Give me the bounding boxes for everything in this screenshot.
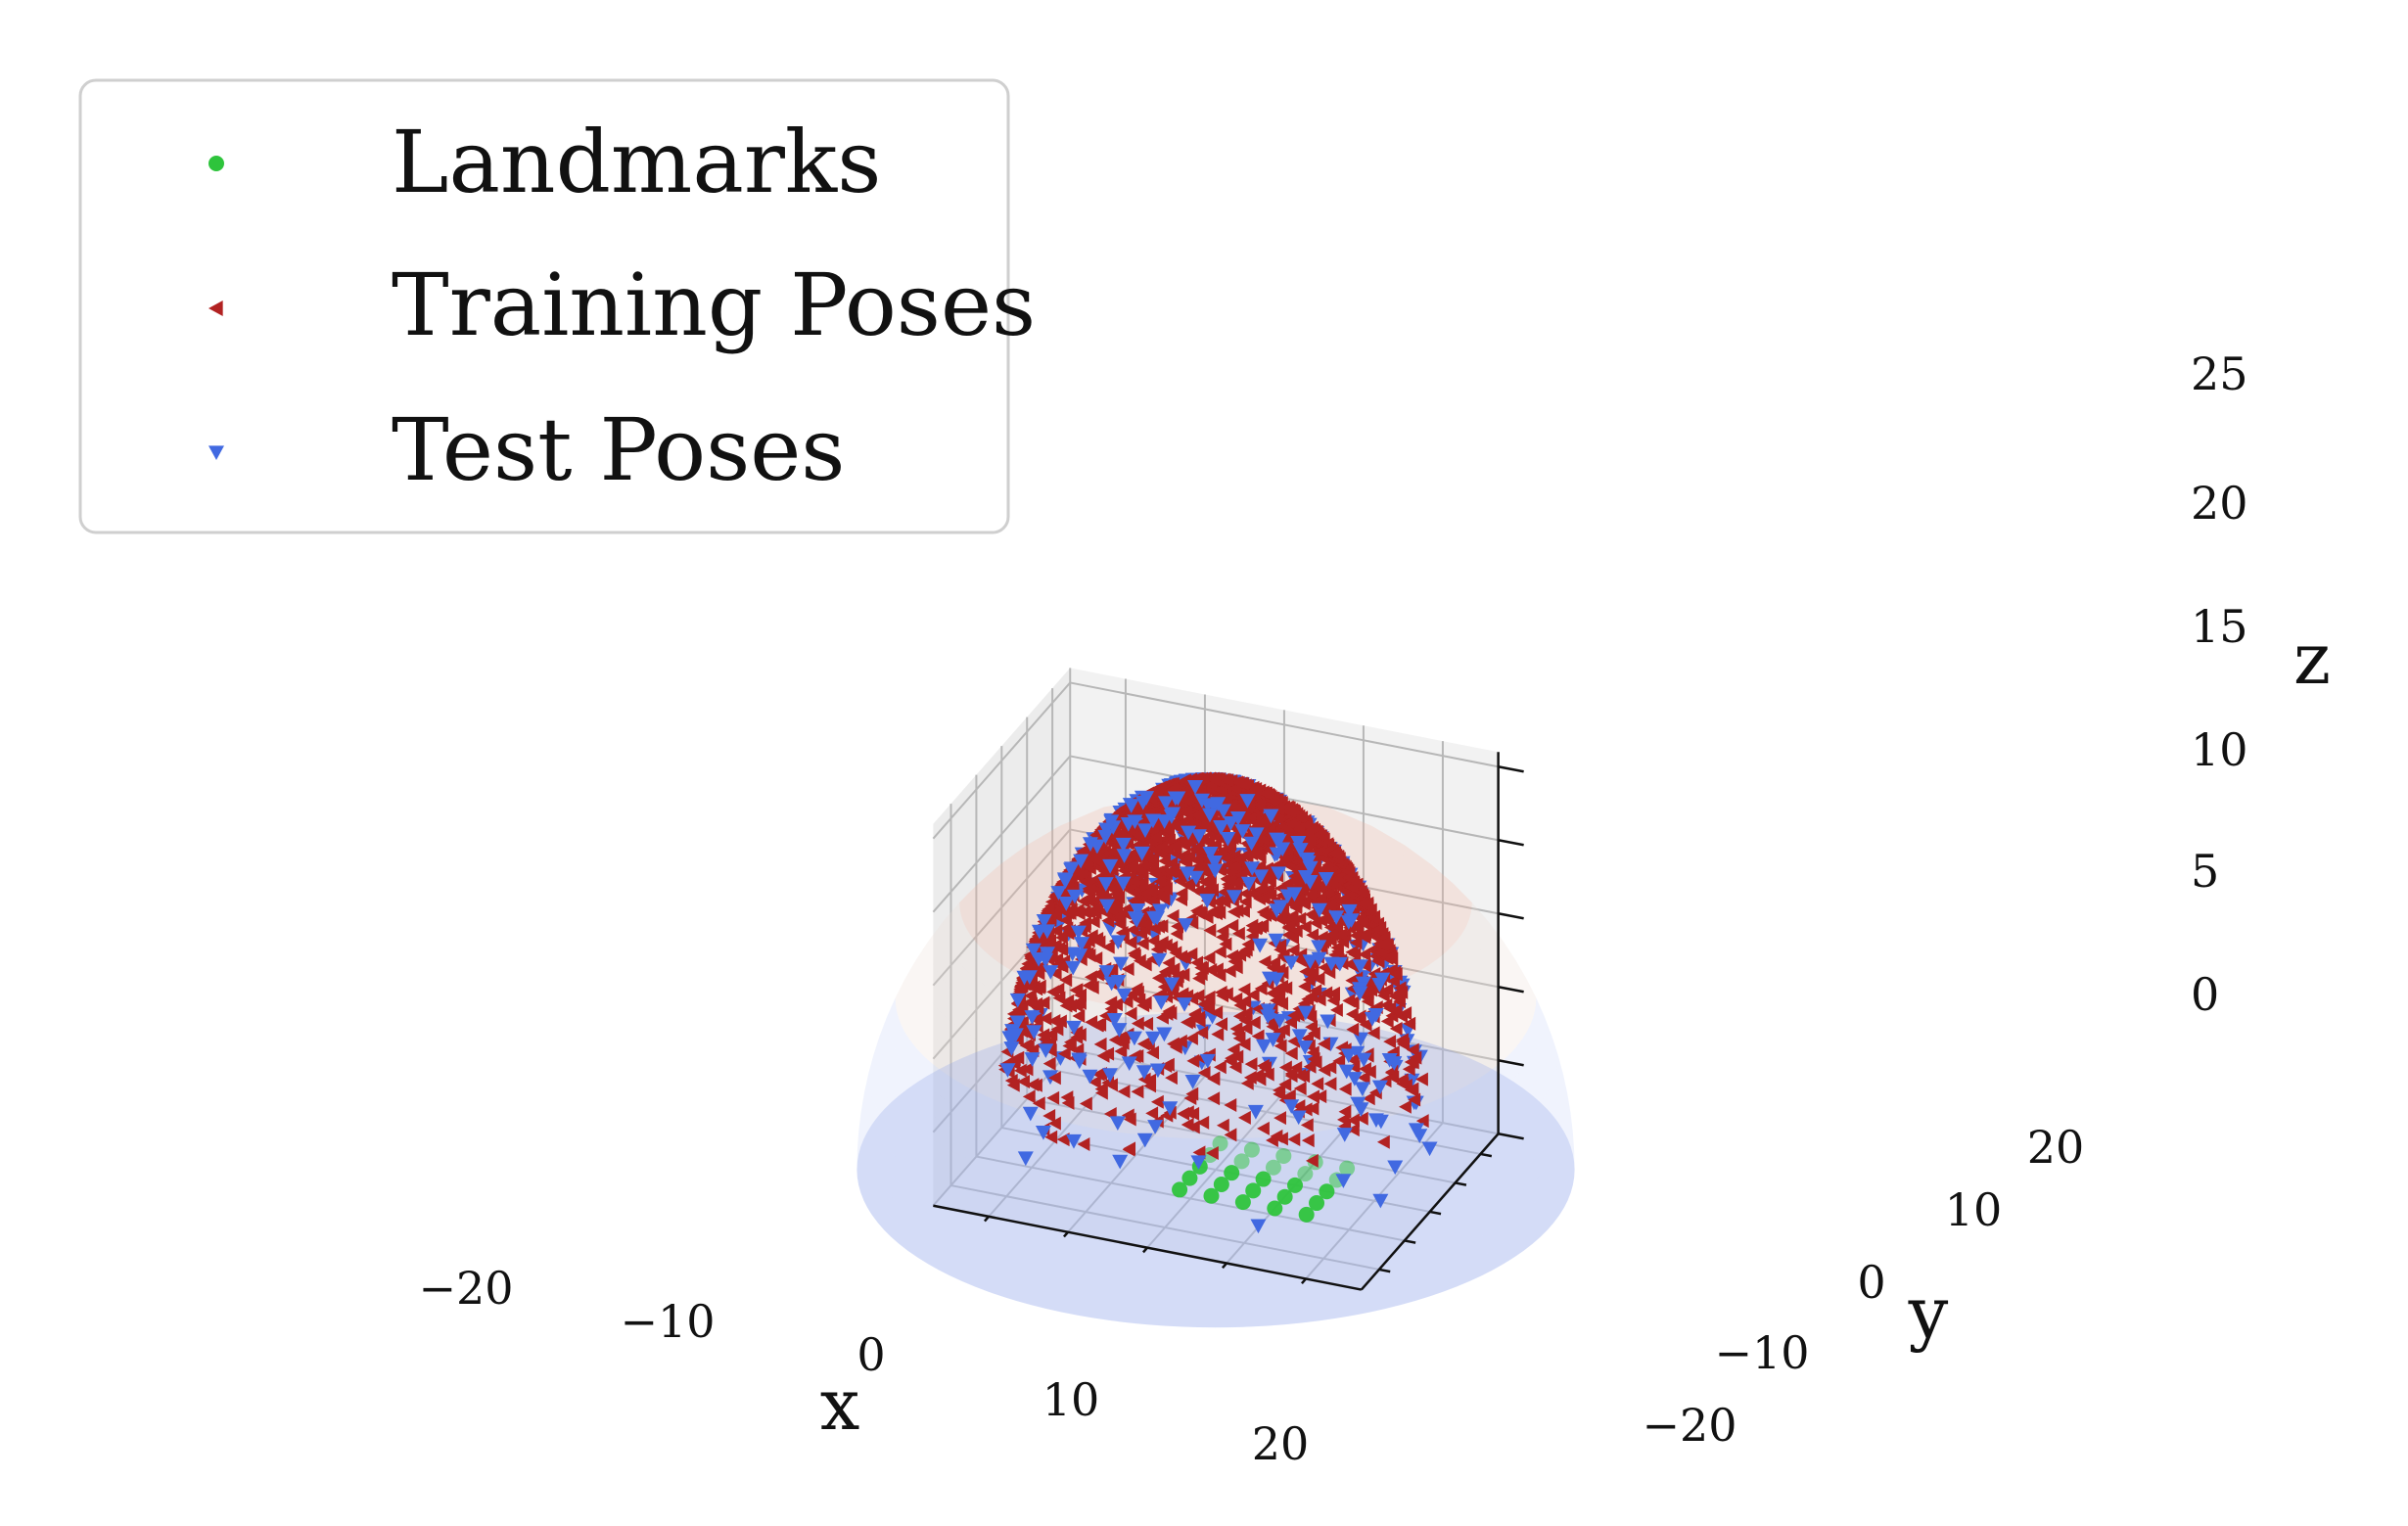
y-axis-title: y [1908, 1272, 1949, 1354]
x-axis-title: x [820, 1364, 860, 1446]
z-tick-labels: 0 5 10 15 20 25 [2191, 347, 2248, 1021]
y-tick-label: 10 [1945, 1183, 2003, 1236]
x-tick-label: −20 [418, 1262, 513, 1315]
z-tick-mark [1499, 766, 1524, 771]
y-tick-label: −20 [1642, 1399, 1737, 1452]
z-tick-label: 5 [2191, 845, 2219, 898]
legend-label-training-poses: Training Poses [392, 254, 1036, 355]
z-tick-label: 15 [2191, 600, 2248, 653]
z-tick-label: 20 [2191, 477, 2248, 530]
z-tick-label: 0 [2191, 968, 2219, 1021]
legend-label-test-poses: Test Poses [392, 399, 845, 500]
y-tick-label: −10 [1714, 1326, 1809, 1379]
legend-label-landmarks: Landmarks [392, 112, 881, 212]
landmarks-legend-marker [208, 156, 224, 171]
z-tick-label: 10 [2191, 723, 2248, 776]
y-tick-labels: −20 −10 0 10 20 [1642, 1121, 2084, 1452]
legend: Landmarks Training Poses Test Poses [80, 80, 1036, 532]
x-tick-label: −10 [620, 1295, 715, 1348]
z-tick-label: 25 [2191, 347, 2248, 400]
x-tick-label: 10 [1042, 1373, 1100, 1426]
z-axis-title: z [2293, 618, 2331, 700]
z-tick-mark [1499, 840, 1524, 845]
landmark-point [1244, 1142, 1260, 1158]
x-tick-label: 0 [857, 1328, 885, 1381]
y-tick-label: 0 [1857, 1256, 1885, 1309]
landmark-point [1275, 1148, 1291, 1164]
x-tick-label: 20 [1252, 1417, 1310, 1470]
y-tick-label: 20 [2027, 1121, 2085, 1174]
z-tick-mark [1499, 913, 1524, 918]
